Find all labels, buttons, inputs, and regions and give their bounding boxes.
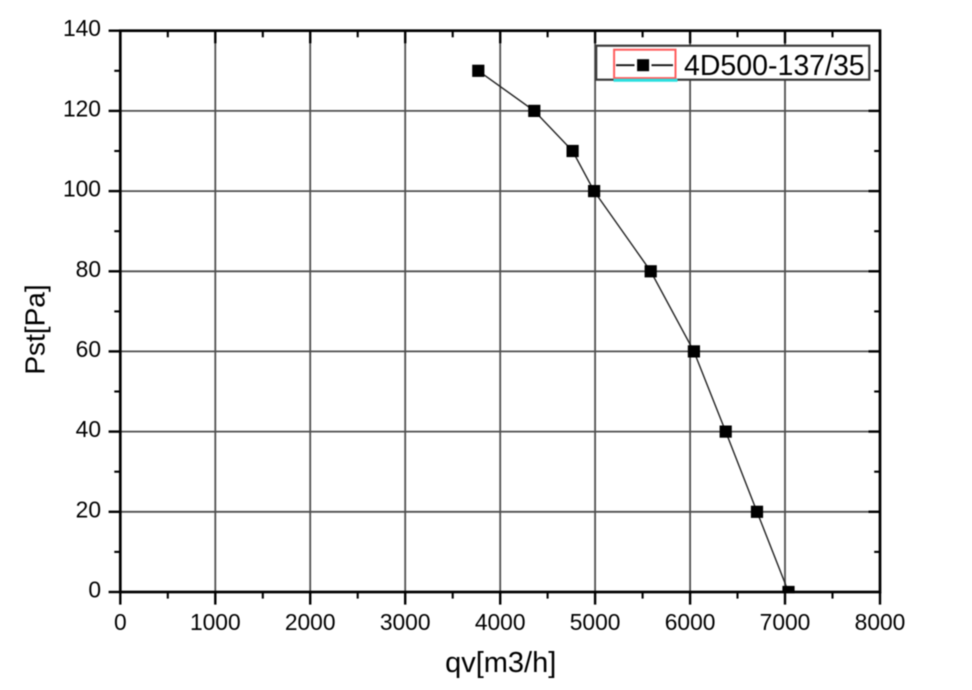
svg-text:140: 140 (63, 15, 101, 41)
svg-text:120: 120 (63, 95, 101, 121)
svg-text:6000: 6000 (665, 609, 716, 635)
svg-text:qv[m3/h]: qv[m3/h] (445, 647, 556, 679)
svg-text:100: 100 (63, 176, 101, 202)
svg-text:60: 60 (76, 336, 101, 362)
svg-text:5000: 5000 (570, 609, 621, 635)
svg-text:20: 20 (76, 496, 101, 522)
svg-text:4D500-137/35: 4D500-137/35 (684, 50, 865, 82)
svg-text:3000: 3000 (380, 609, 431, 635)
svg-text:0: 0 (88, 577, 101, 603)
svg-text:2000: 2000 (285, 609, 336, 635)
svg-text:Pst[Pa]: Pst[Pa] (20, 284, 51, 374)
svg-text:80: 80 (76, 256, 101, 282)
svg-text:7000: 7000 (760, 609, 811, 635)
svg-text:0: 0 (114, 609, 127, 635)
svg-text:4000: 4000 (475, 609, 526, 635)
svg-text:40: 40 (76, 416, 101, 442)
svg-text:8000: 8000 (855, 609, 906, 635)
svg-text:1000: 1000 (190, 609, 241, 635)
